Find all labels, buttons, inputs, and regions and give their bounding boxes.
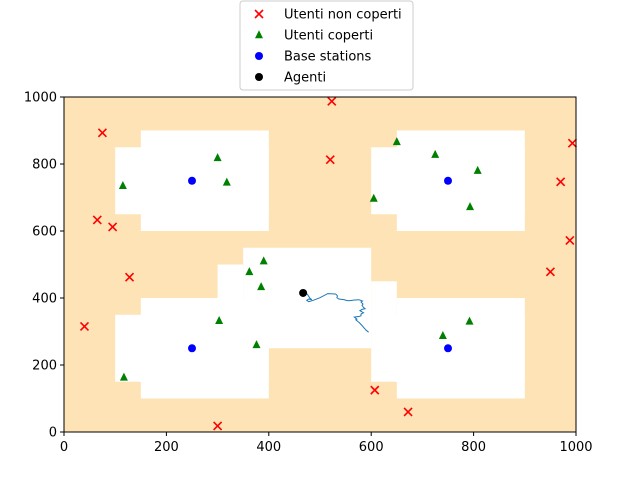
covered-user-marker — [369, 193, 378, 202]
base-station-marker — [188, 176, 196, 185]
base-station-marker — [444, 176, 452, 185]
agent-trajectory — [302, 291, 369, 333]
axes-frame — [63, 96, 577, 433]
covered-user-marker — [392, 137, 401, 146]
uncovered-user-marker — [545, 267, 555, 277]
base-station-marker — [444, 344, 452, 353]
covered-user-marker — [431, 149, 440, 158]
legend-marker — [255, 30, 263, 39]
y-tick-label: 1000 — [24, 91, 57, 106]
legend-label: Utenti coperti — [284, 29, 373, 44]
covered-user-marker — [252, 340, 261, 349]
series-0 — [79, 96, 577, 431]
covered-user-marker — [222, 177, 231, 186]
uncovered-user-marker — [108, 222, 118, 232]
y-tick-label: 800 — [32, 158, 57, 173]
x-stroke — [97, 128, 107, 138]
y-tick-label: 0 — [49, 426, 57, 441]
axes: 0 200 400 600 800 1000 0 200 400 600 800 1000 — [24, 91, 593, 456]
legend: Utenti non coperti Utenti coperti Base sta… — [239, 0, 414, 91]
series-2 — [188, 176, 452, 353]
y-tick-label: 600 — [32, 225, 57, 240]
covered-user-marker — [257, 282, 266, 291]
x-stroke — [545, 267, 555, 277]
legend-label: Base stations — [284, 50, 372, 65]
legend-marker — [254, 9, 264, 19]
covered-user-marker — [438, 331, 447, 340]
uncovered-user-marker — [403, 407, 413, 417]
covered-user-marker — [215, 315, 224, 324]
agent-marker — [299, 288, 308, 297]
x-stroke — [403, 407, 413, 417]
covered-user-marker — [466, 202, 475, 211]
covered-user-marker — [259, 256, 268, 265]
legend-box — [239, 0, 414, 91]
x-stroke — [567, 138, 577, 148]
x-tick-label: 400 — [256, 440, 281, 455]
legend-marker — [255, 73, 263, 81]
uncovered-user-marker — [97, 128, 107, 138]
x-stroke — [79, 321, 90, 332]
x-stroke — [254, 9, 264, 19]
legend-label: Agenti — [284, 71, 326, 86]
x-stroke — [556, 177, 566, 187]
uncovered-user-marker — [556, 177, 566, 187]
x-tick-label: 0 — [60, 440, 68, 455]
uncovered-user-marker — [213, 421, 223, 431]
x-stroke — [213, 421, 223, 431]
coverage-block — [243, 247, 372, 349]
uncovered-user-marker — [567, 138, 577, 148]
legend-label: Utenti non coperti — [284, 8, 402, 23]
uncovered-user-marker — [79, 321, 90, 332]
base-station-marker — [188, 344, 196, 353]
y-tick-label: 200 — [32, 359, 57, 374]
series-1 — [118, 137, 482, 381]
x-stroke — [325, 155, 335, 165]
x-stroke — [565, 235, 575, 245]
y-tick-label: 400 — [32, 292, 57, 307]
uncovered-user-marker — [370, 385, 380, 395]
series-3 — [299, 288, 308, 297]
x-stroke — [92, 215, 102, 225]
covered-user-marker — [245, 267, 254, 276]
coverage-block — [371, 281, 397, 332]
covered-user-marker — [119, 372, 128, 381]
uncovered-user-marker — [124, 272, 135, 282]
covered-user-marker — [473, 165, 482, 174]
x-stroke — [327, 96, 337, 106]
legend-marker — [255, 52, 263, 60]
uncovered-user-marker — [325, 155, 335, 165]
uncovered-user-marker — [327, 96, 337, 106]
x-tick-label: 1000 — [559, 440, 592, 455]
covered-user-marker — [118, 180, 127, 189]
covered-user-marker — [213, 153, 222, 162]
x-tick-label: 600 — [359, 440, 384, 455]
x-tick-label: 800 — [461, 440, 486, 455]
x-tick-label: 200 — [154, 440, 179, 455]
x-stroke — [108, 222, 118, 232]
plot-area — [64, 96, 577, 432]
uncovered-user-marker — [565, 235, 575, 245]
x-stroke — [370, 385, 380, 395]
coverage-block — [217, 264, 244, 349]
covered-user-marker — [465, 316, 474, 325]
x-stroke — [124, 272, 135, 282]
uncovered-user-marker — [92, 215, 102, 225]
